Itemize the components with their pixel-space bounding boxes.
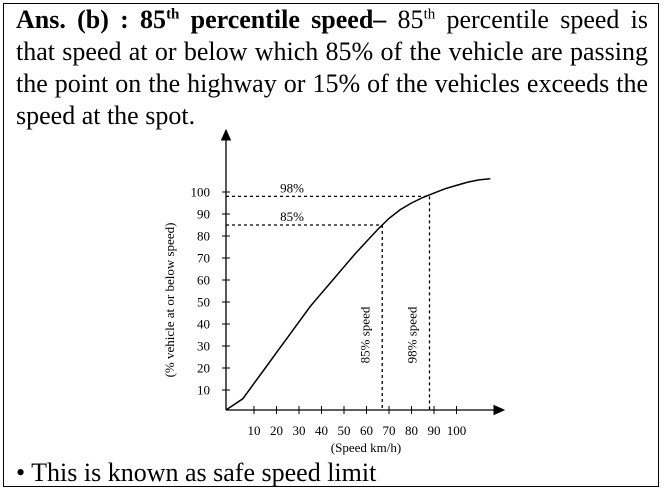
bullet-text: This is known as safe speed limit — [31, 458, 377, 487]
answer-label: Ans. (b) : 85th percentile speed– — [16, 5, 387, 34]
answer-text: 85th percentile speed is that speed at o… — [16, 5, 649, 130]
content-frame — [3, 3, 659, 487]
x-tick-label: 10 — [248, 423, 261, 438]
y-ticks: 10 20 30 40 50 60 70 80 90 100 — [191, 185, 230, 398]
y-tick-label: 70 — [197, 251, 210, 266]
x-tick-label: 20 — [270, 423, 283, 438]
y-tick-label: 30 — [197, 339, 210, 354]
cumulative-speed-curve — [225, 178, 491, 411]
x-axis-label: (Speed km/h) — [331, 440, 401, 455]
percentile-label: 98% — [280, 180, 304, 195]
y-tick-label: 60 — [197, 273, 210, 288]
y-tick-label: 10 — [197, 383, 210, 398]
bullet-note: • This is known as safe speed limit — [16, 457, 376, 489]
y-tick-label: 90 — [197, 207, 210, 222]
x-tick-label: 80 — [405, 423, 418, 438]
y-axis-label: (% vehicle at or below speed) — [162, 223, 177, 378]
y-tick-label: 20 — [197, 361, 210, 376]
y-tick-label: 100 — [191, 185, 211, 200]
x-ticks: 10 20 30 40 50 60 70 80 90 100 — [248, 406, 467, 438]
x-tick-label: 40 — [315, 423, 328, 438]
x-tick-label: 30 — [293, 423, 306, 438]
y-tick-label: 50 — [197, 295, 210, 310]
speed-label: 98% speed — [405, 306, 420, 363]
y-tick-label: 40 — [197, 317, 210, 332]
answer-paragraph: Ans. (b) : 85th percentile speed– 85th p… — [16, 4, 648, 132]
bullet-symbol: • — [16, 458, 26, 487]
speed-label: 85% speed — [357, 306, 372, 363]
y-tick-label: 80 — [197, 229, 210, 244]
x-tick-label: 60 — [360, 423, 373, 438]
x-tick-label: 100 — [447, 423, 467, 438]
percentile-label: 85% — [280, 209, 304, 224]
x-tick-label: 50 — [338, 423, 351, 438]
x-tick-label: 90 — [428, 423, 441, 438]
percentile-annotations: 85% 85% speed 98% 98% speed — [226, 180, 431, 410]
x-tick-label: 70 — [383, 423, 396, 438]
